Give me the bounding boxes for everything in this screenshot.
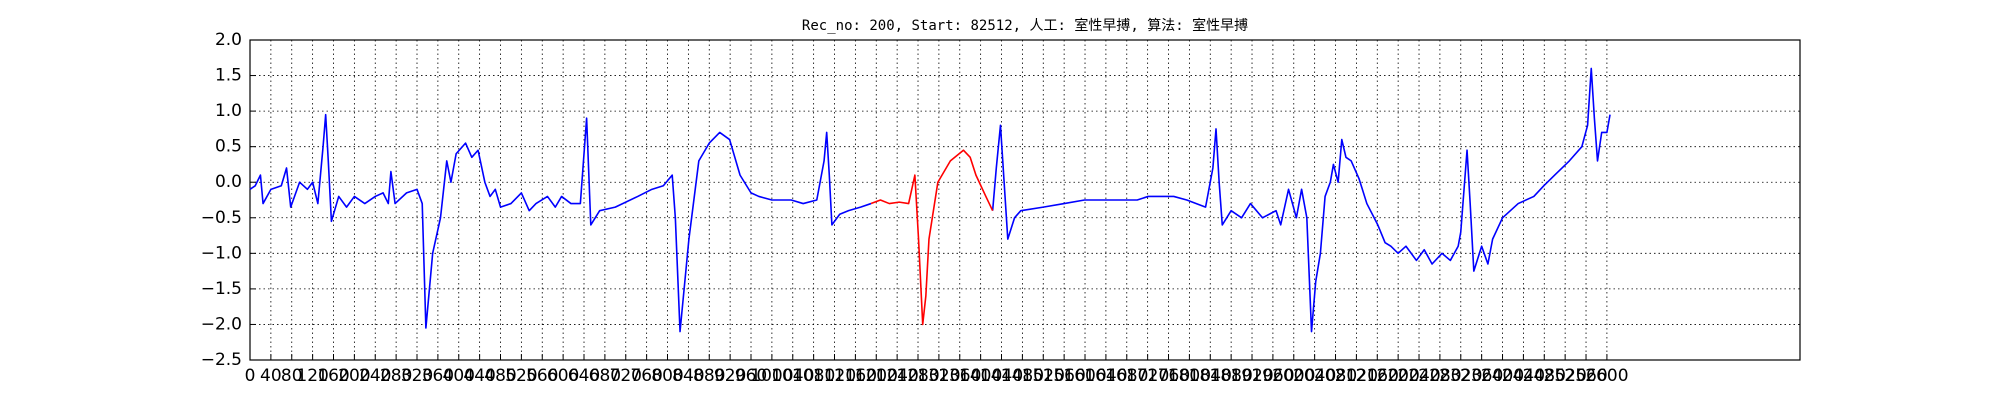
x-tick-label: 1520 — [1022, 366, 1065, 386]
x-tick-label: 2160 — [1356, 366, 1399, 386]
x-tick-label: 1800 — [1168, 366, 1211, 386]
x-tick-label: 80 — [281, 366, 303, 386]
y-tick-label: −2.0 — [201, 314, 242, 334]
x-tick-label: 2320 — [1439, 366, 1482, 386]
x-tick-label: 2120 — [1335, 366, 1378, 386]
x-tick-label: 1200 — [855, 366, 898, 386]
x-tick-label: 400 — [443, 366, 475, 386]
y-tick-label: −1.5 — [201, 279, 242, 299]
x-tick-label: 1080 — [792, 366, 835, 386]
y-tick-label: 0.0 — [215, 172, 242, 192]
x-tick-label: 1480 — [1001, 366, 1044, 386]
x-tick-label: 320 — [401, 366, 433, 386]
x-tick-label: 680 — [589, 366, 621, 386]
y-tick-label: 2.0 — [215, 30, 242, 50]
plot-frame — [249, 39, 1801, 361]
x-tick-label: 2560 — [1564, 366, 1607, 386]
x-tick-label: 120 — [296, 366, 328, 386]
y-tick-label: −0.5 — [201, 208, 242, 228]
x-tick-label: 1720 — [1126, 366, 1169, 386]
x-tick-label: 2400 — [1481, 366, 1524, 386]
x-tick-label: 40 — [260, 366, 282, 386]
x-tick-label: 2240 — [1397, 366, 1440, 386]
x-tick-label: 1040 — [771, 366, 814, 386]
x-tick-label: 1320 — [917, 366, 960, 386]
x-tick-label: 800 — [651, 366, 683, 386]
x-tick-label: 2600 — [1585, 366, 1628, 386]
x-tick-label: 2440 — [1502, 366, 1545, 386]
y-tick-label: −1.0 — [201, 243, 242, 263]
x-tick-label: 360 — [422, 366, 454, 386]
y-tick-label: 1.0 — [215, 101, 242, 121]
x-tick-label: 2480 — [1523, 366, 1566, 386]
chart-title: Rec_no: 200, Start: 82512, 人工: 室性早搏, 算法:… — [802, 17, 1248, 34]
x-tick-label: 760 — [630, 366, 662, 386]
x-tick-label: 2200 — [1377, 366, 1420, 386]
x-tick-label: 1600 — [1063, 366, 1106, 386]
x-tick-label: 480 — [484, 366, 516, 386]
x-tick-label: 520 — [505, 366, 537, 386]
x-tick-label: 600 — [547, 366, 579, 386]
x-tick-label: 280 — [380, 366, 412, 386]
x-tick-label: 2360 — [1460, 366, 1503, 386]
x-tick-label: 160 — [317, 366, 349, 386]
x-tick-label: 2280 — [1418, 366, 1461, 386]
x-tick-label: 0 — [245, 366, 256, 386]
x-tick-label: 560 — [526, 366, 558, 386]
x-tick-label: 960 — [735, 366, 767, 386]
x-tick-label: 640 — [568, 366, 600, 386]
x-tick-label: 1840 — [1189, 366, 1232, 386]
series-line — [870, 149, 994, 326]
x-tick-label: 440 — [463, 366, 495, 386]
y-tick-label: −2.5 — [201, 350, 242, 370]
x-tick-label: 1560 — [1043, 366, 1086, 386]
x-tick-label: 1280 — [896, 366, 939, 386]
x-tick-label: 1640 — [1084, 366, 1127, 386]
x-tick-label: 1120 — [813, 366, 856, 386]
x-tick-label: 920 — [714, 366, 746, 386]
x-tick-label: 1240 — [876, 366, 919, 386]
x-tick-label: 1160 — [834, 366, 877, 386]
x-tick-label: 720 — [610, 366, 642, 386]
x-tick-label: 2080 — [1314, 366, 1357, 386]
series-line — [249, 67, 1611, 333]
x-tick-label: 2520 — [1544, 366, 1587, 386]
x-tick-label: 880 — [693, 366, 725, 386]
x-tick-label: 1000 — [750, 366, 793, 386]
y-tick-label: 0.5 — [215, 137, 242, 157]
x-tick-label: 2000 — [1272, 366, 1315, 386]
x-tick-label: 840 — [672, 366, 704, 386]
y-tick-label: 1.5 — [215, 66, 242, 86]
x-tick-label: 1360 — [938, 366, 981, 386]
x-tick-label: 240 — [359, 366, 391, 386]
x-tick-label: 1960 — [1251, 366, 1294, 386]
x-tick-label: 1760 — [1147, 366, 1190, 386]
x-tick-label: 1920 — [1230, 366, 1273, 386]
x-tick-label: 1880 — [1210, 366, 1253, 386]
x-tick-label: 1400 — [959, 366, 1002, 386]
x-tick-label: 1680 — [1105, 366, 1148, 386]
x-tick-label: 1440 — [980, 366, 1023, 386]
x-tick-label: 200 — [338, 366, 370, 386]
x-tick-label: 2040 — [1293, 366, 1336, 386]
